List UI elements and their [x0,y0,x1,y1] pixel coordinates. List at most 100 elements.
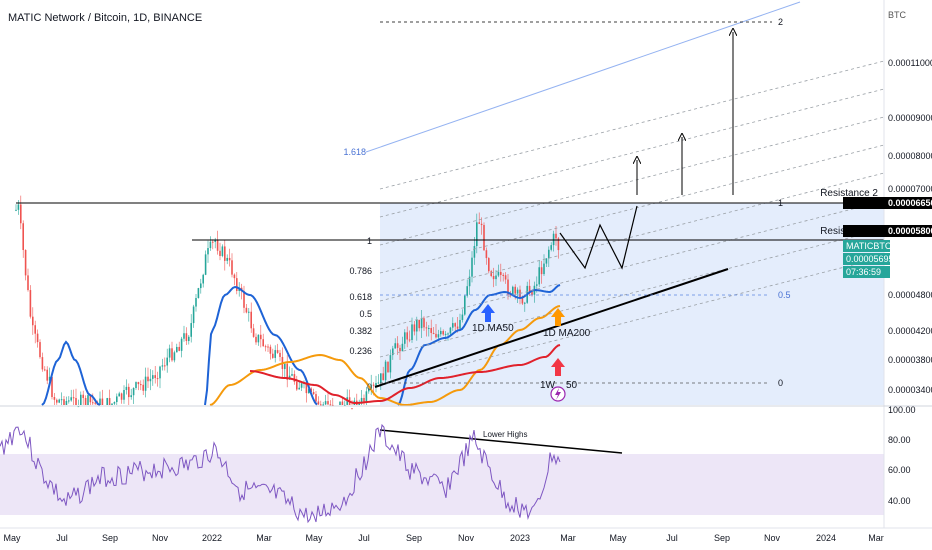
candle-body [305,382,308,394]
candle-body [154,375,156,379]
candle-body [341,401,344,405]
candle-body [255,336,257,343]
fib-1618-line [365,1,801,153]
candle-body [101,398,104,405]
ma50-label: 1D MA50 [472,323,514,334]
fib-right-0: 2 [778,17,783,27]
rsi-tick-3: 40.00 [888,496,911,506]
channel-line [379,116,885,246]
candle-body [308,388,310,394]
candle-body [204,254,207,275]
candle-body [274,350,276,358]
candle-body [557,238,560,251]
candle-body [375,383,377,386]
candle-body [84,398,87,405]
candle-body [473,246,476,258]
candle-body [495,275,497,280]
candle-body [233,274,236,279]
candle-body [368,388,370,392]
candle-body [363,397,365,402]
time-tick-9: Nov [458,533,475,543]
candle-body [435,333,437,338]
candle-body [164,365,166,367]
candle-body [437,334,440,338]
rsi-band [0,454,884,515]
fib-left-4: 0.382 [349,326,372,336]
candle-body [262,339,264,347]
candle-body [543,263,545,275]
candle-body [396,343,399,348]
candle-body [171,348,173,361]
candle-body [183,333,185,339]
candle-body [389,355,392,373]
projection-zigzag [559,205,638,270]
candle-body [32,316,34,326]
time-tick-16: 2024 [816,533,836,543]
candle-body [293,374,296,382]
candle-body [521,297,524,304]
candle-body [329,404,332,406]
time-tick-15: Nov [764,533,781,543]
candle-body [500,271,502,275]
time-tick-6: May [305,533,323,543]
candle-body [75,398,77,405]
channel-line [379,172,885,302]
time-tick-5: Mar [256,533,272,543]
candle-body [312,392,315,395]
candle-body [507,279,509,295]
candle-body [476,222,478,247]
fib-zone [380,203,884,405]
candle-body [447,333,449,335]
price-tag-price: 0.00005695 [846,254,894,264]
candle-body [411,324,413,340]
candle-body [156,378,159,380]
time-tick-3: Nov [152,533,169,543]
candle-body [56,399,58,403]
candle-body [147,376,149,382]
candle-body [260,334,262,340]
candle-body [161,365,164,367]
candle-body [344,404,346,406]
candle-body [358,403,360,405]
candle-body [51,376,53,398]
candle-body [440,331,442,335]
channel-line [379,228,885,358]
price-tag-box [885,225,932,237]
candle-body [89,395,92,403]
time-tick-2: Sep [102,533,118,543]
price-tick-1: 0.00009000 [888,113,932,123]
candle-body [413,324,416,332]
ma200-label: 1D MA200 [543,328,591,339]
candle-body [320,404,322,406]
support-trendline [374,268,729,388]
candle-body [80,394,82,405]
w-label: 1W [540,380,556,391]
rsi-tick-2: 60.00 [888,465,911,475]
candle-body [497,271,500,276]
price-tag-resistance: 0.00006650 [888,198,932,208]
candle-body [380,373,382,383]
candle-body [159,366,161,379]
candle-body [464,295,466,315]
time-tick-14: Sep [714,533,730,543]
fib-left-3: 0.5 [359,309,372,319]
candle-body [404,332,406,344]
candle-body [382,373,384,381]
candle-body [454,323,456,327]
candle-body [142,384,144,391]
fib-left-5: 0.236 [349,346,372,356]
candle-body [248,311,250,313]
candle-body [291,374,293,376]
candle-body [149,378,152,382]
w-label-2: 50 [566,380,578,391]
candle-body [538,267,540,285]
candle-body [555,233,557,239]
candle-body [485,250,488,259]
lower-highs-label: Lower Highs [483,430,527,439]
candle-body [63,399,65,405]
candle-body [173,352,176,361]
lightning-icon [555,388,561,400]
candle-body [99,398,101,405]
candle-body [461,314,464,321]
